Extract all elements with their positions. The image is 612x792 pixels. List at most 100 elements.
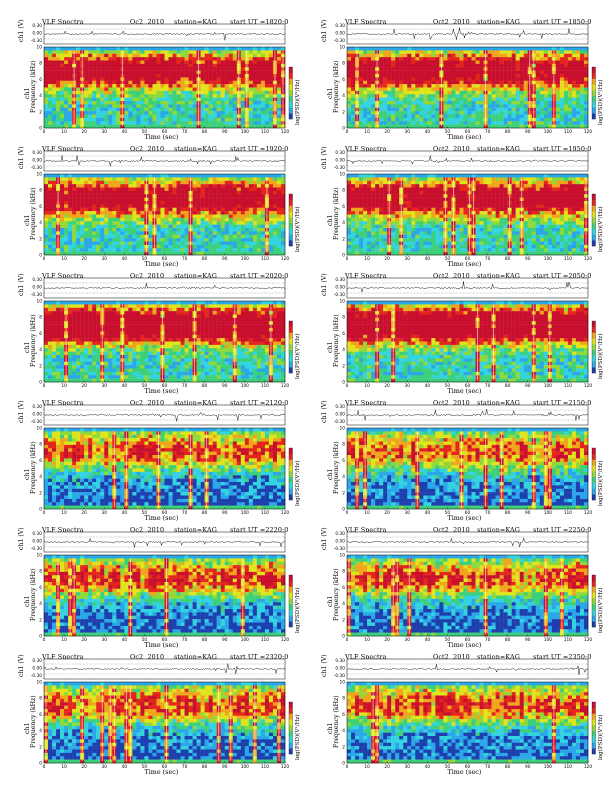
x-tick-label: 30 [405, 637, 411, 641]
y-tick-label: 6 [342, 331, 345, 337]
spectrogram-svg: 0.300.00-0.300 10 20 30 40 50 60 70 80 90 100 110 12… [334, 658, 596, 768]
colorbar-segment [289, 488, 293, 495]
colorbar-segment [592, 326, 596, 333]
spectrogram-panel: VLF Spectra Oct2 ,2010 station=KAG start UT… [305, 257, 611, 395]
colorbar-segment [592, 609, 596, 616]
x-tick-label: 110 [564, 256, 572, 260]
y-tick-label: 6 [342, 712, 345, 718]
spectrogram-svg: 0.300.00-0.300 10 20 30 40 50 60 70 80 90 100 110 12… [31, 277, 293, 387]
y-tick-label: 10 [340, 172, 346, 178]
y-tick-label: 10 [340, 426, 346, 432]
colorbar-segment [592, 338, 596, 345]
trace-tick-label: -0.30 [31, 673, 42, 679]
x-tick-label: 80 [202, 256, 208, 260]
colorbar-label: log(PSD)(V²/Hz) [598, 587, 604, 633]
x-tick-label: 0 [346, 637, 349, 641]
trace-axis-label: ch1 (V) [18, 273, 25, 296]
x-tick-label: 50 [445, 383, 451, 387]
chart-date: Oc2 ,2010 [130, 653, 165, 661]
chart-date: Oc2 ,2010 [130, 272, 165, 280]
trace-frame [346, 531, 589, 553]
spectrogram-svg: 0.300.00-0.300 10 20 30 40 50 60 70 80 90 100 110 12… [31, 658, 293, 768]
x-tick-label: 10 [61, 637, 67, 641]
colorbar-segment [592, 228, 596, 235]
x-tick-label: 120 [584, 256, 592, 260]
station-label: station=KAG [174, 272, 217, 280]
x-tick-label: 50 [142, 129, 148, 133]
colorbar-frame [288, 320, 293, 374]
colorbar-segment [289, 113, 293, 120]
x-tick-label: 10 [364, 637, 370, 641]
trace-tick-label: -0.30 [31, 546, 42, 552]
y-axis-label: Frequency (kHz) [333, 187, 340, 240]
trace-tick-label: 0.30 [335, 658, 345, 664]
x-tick-label: 120 [281, 637, 289, 641]
colorbar-segment [289, 471, 293, 478]
trace-tick-label: -0.30 [31, 292, 42, 298]
x-tick-label: 30 [102, 764, 108, 768]
x-tick-label: 70 [182, 637, 188, 641]
spectrogram-image [44, 47, 286, 129]
x-tick-label: 50 [142, 510, 148, 514]
y-tick-label: 6 [342, 585, 345, 591]
y-tick-label: 8 [39, 442, 42, 448]
x-tick-label: 40 [122, 510, 128, 514]
x-axis-label: Time (sec) [447, 768, 482, 776]
x-tick-label: 40 [425, 510, 431, 514]
x-tick-label: 100 [241, 637, 249, 641]
start-time-label: start UT =1950:0 [533, 145, 592, 153]
colorbar-segment [289, 211, 293, 218]
colorbar-label: log(PSD)(V²/Hz) [295, 587, 301, 633]
spectrogram-image [347, 174, 589, 256]
colorbar-segment [289, 90, 293, 97]
x-tick-label: 0 [43, 383, 46, 387]
chart-title: VLF Spectra [42, 526, 84, 534]
x-tick-label: 70 [182, 510, 188, 514]
x-tick-label: 40 [425, 637, 431, 641]
x-tick-label: 110 [261, 129, 269, 133]
x-tick-label: 10 [61, 129, 67, 133]
y-tick-label: 2 [39, 236, 42, 242]
colorbar-segment [289, 338, 293, 345]
colorbar-segment [289, 361, 293, 368]
x-tick-label: 60 [162, 510, 168, 514]
trace-tick-label: 0.00 [32, 412, 42, 418]
x-tick-label: 90 [525, 129, 531, 133]
x-tick-label: 90 [222, 383, 228, 387]
y-tick-label: 2 [342, 744, 345, 750]
x-tick-label: 80 [202, 510, 208, 514]
colorbar-segment [592, 453, 596, 460]
colorbar-segment [592, 234, 596, 241]
x-tick-label: 120 [281, 129, 289, 133]
start-time-label: start UT =2250:0 [533, 526, 592, 534]
colorbar-label: log(PSD)(V²/Hz) [295, 79, 301, 125]
colorbar-segment [289, 234, 293, 241]
x-tick-label: 110 [261, 510, 269, 514]
x-tick-label: 100 [544, 764, 552, 768]
colorbar-segment [289, 459, 293, 466]
x-tick-label: 20 [81, 256, 87, 260]
spectrogram-svg: 0.300.00-0.300 10 20 30 40 50 60 70 80 90 100 110 12… [31, 150, 293, 260]
x-axis-label: Time (sec) [144, 641, 179, 649]
spectrogram-panel: VLF Spectra Oc2 ,2010 station=KAG start UT … [2, 257, 308, 395]
y-tick-label: 8 [39, 61, 42, 67]
trace-tick-label: -0.30 [334, 673, 345, 679]
trace-axis-label: ch1 (V) [321, 527, 328, 550]
spectrogram-svg: 0.300.00-0.300 10 20 30 40 50 60 70 80 90 100 110 12… [31, 531, 293, 641]
trace-axis-label: ch1 (V) [18, 19, 25, 42]
colorbar-segment [289, 707, 293, 714]
y-tick-label: 4 [39, 347, 42, 353]
y-tick-label: 6 [39, 331, 42, 337]
trace-tick-label: -0.30 [334, 292, 345, 298]
chart-title: VLF Spectra [345, 272, 387, 280]
colorbar-segment [289, 194, 293, 200]
y-tick-label: 0 [342, 126, 345, 132]
trace-axis-label: ch1 (V) [321, 654, 328, 677]
x-tick-label: 70 [182, 256, 188, 260]
x-tick-label: 0 [346, 764, 349, 768]
colorbar-segment [592, 90, 596, 97]
colorbar-segment [289, 448, 293, 454]
colorbar-segment [289, 603, 293, 610]
chart-title: VLF Spectra [42, 653, 84, 661]
chart-title: VLF Spectra [345, 526, 387, 534]
